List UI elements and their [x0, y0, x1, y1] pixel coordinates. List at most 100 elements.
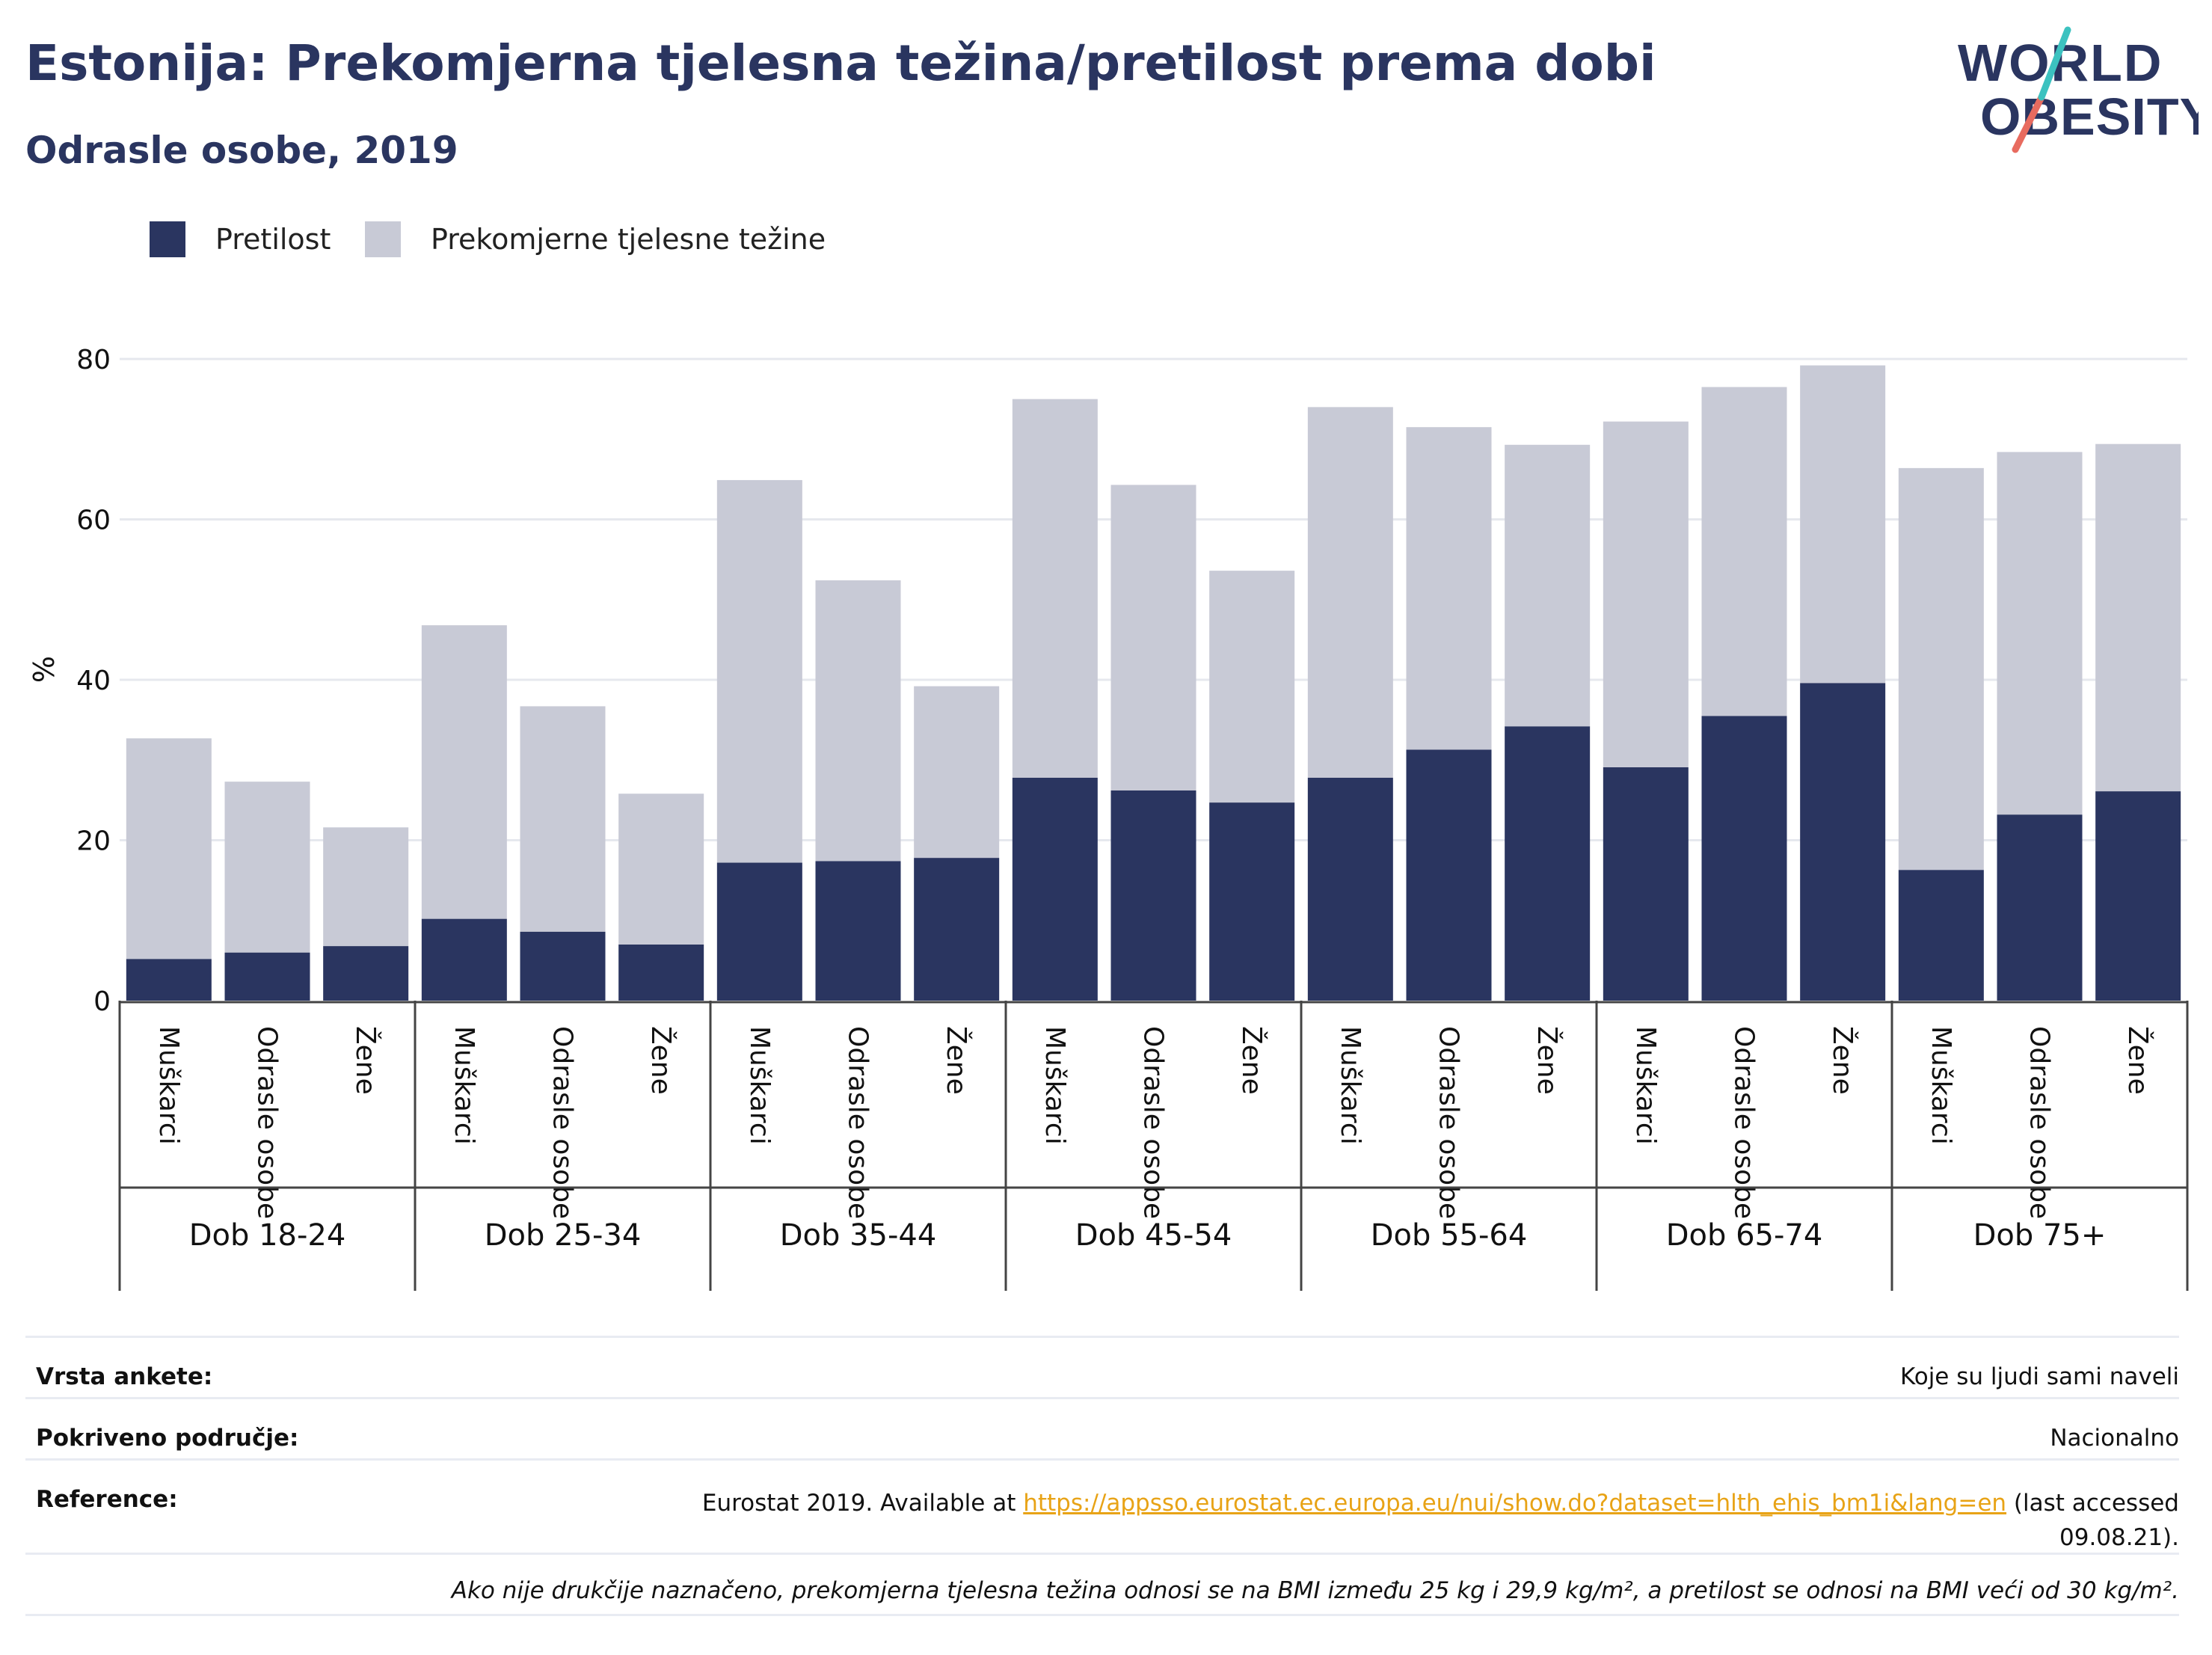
reference-value: Eurostat 2019. Available at https://apps…: [683, 1486, 2179, 1555]
info-row-reference: Reference: Eurostat 2019. Available at h…: [25, 1458, 2179, 1551]
bar-overweight: [914, 686, 1000, 859]
page-title: Estonija: Prekomjerna tjelesna težina/pr…: [25, 34, 1656, 92]
x-subcategory-label: Odrasle osobe: [1138, 1026, 1169, 1219]
bar-obesity: [1110, 790, 1196, 1001]
legend-swatch-overweight: [365, 221, 401, 257]
world-obesity-logo: WORLD OBESITY: [1958, 26, 2199, 153]
y-tick-label: 20: [76, 826, 111, 857]
bar-overweight: [1505, 444, 1591, 727]
stacked-bar-chart: 0 20 40 60 80% Muškarci Odrasle osobe Žene Muška…: [28, 345, 2189, 1291]
bar-overweight: [1603, 421, 1689, 767]
x-group-label: Dob 75+: [1973, 1218, 2107, 1253]
info-row-coverage: Pokriveno područje: Nacionalno: [25, 1397, 2179, 1452]
bar-overweight: [1898, 467, 1984, 871]
x-subcategory-label: Odrasle osobe: [252, 1026, 283, 1219]
legend-label-obesity: Pretilost: [215, 223, 331, 256]
y-tick-label: 40: [76, 666, 111, 696]
bar-overweight: [126, 738, 212, 959]
bar-overweight: [1307, 407, 1393, 778]
x-subcategory-label: Muškarci: [744, 1026, 775, 1145]
bar-obesity: [323, 946, 409, 1001]
reference-label: Reference:: [36, 1486, 178, 1513]
bar-obesity: [1406, 749, 1492, 1001]
y-tick-label: 0: [93, 986, 111, 1017]
bar-obesity: [815, 861, 901, 1001]
y-tick-label: 60: [76, 506, 111, 536]
x-subcategory-label: Muškarci: [1630, 1026, 1661, 1145]
x-group-label: Dob 35-44: [780, 1218, 937, 1253]
bar-overweight: [224, 782, 310, 953]
bar-overweight: [323, 827, 409, 947]
x-subcategory-label: Odrasle osobe: [2024, 1026, 2055, 1219]
x-group-label: Dob 55-64: [1371, 1218, 1528, 1253]
bar-obesity: [1209, 802, 1295, 1001]
bar-obesity: [1012, 777, 1098, 1001]
x-subcategory-label: Žene: [1827, 1026, 1858, 1095]
bar-obesity: [1800, 683, 1886, 1001]
x-subcategory-label: Žene: [645, 1026, 677, 1095]
bar-overweight: [1012, 399, 1098, 778]
bar-obesity: [126, 959, 212, 1001]
bar-obesity: [1701, 716, 1787, 1001]
x-subcategory-label: Žene: [1236, 1026, 1268, 1095]
x-subcategory-label: Muškarci: [1039, 1026, 1070, 1145]
x-subcategory-label: Žene: [2122, 1026, 2154, 1095]
bar-overweight: [1209, 571, 1295, 803]
y-axis-label: %: [28, 656, 61, 683]
x-subcategory-label: Odrasle osobe: [1729, 1026, 1760, 1219]
bar-overweight: [1701, 387, 1787, 716]
logo-line2: OBESITY: [1980, 87, 2199, 146]
x-group-label: Dob 65-74: [1666, 1218, 1823, 1253]
bar-obesity: [1307, 777, 1393, 1001]
bar-overweight: [618, 793, 704, 945]
bar-overweight: [1406, 427, 1492, 750]
bar-overweight: [815, 580, 901, 862]
bar-overweight: [520, 706, 606, 932]
bar-obesity: [224, 952, 310, 1001]
y-tick-label: 80: [76, 345, 111, 375]
x-subcategory-label: Muškarci: [1926, 1026, 1956, 1145]
x-subcategory-label: Žene: [350, 1026, 381, 1095]
x-subcategory-label: Muškarci: [1335, 1026, 1365, 1145]
x-subcategory-label: Žene: [1531, 1026, 1563, 1095]
x-subcategory-label: Odrasle osobe: [1434, 1026, 1464, 1219]
bar-obesity: [520, 931, 606, 1001]
bar-obesity: [716, 862, 802, 1001]
legend-label-overweight: Prekomjerne tjelesne težine: [431, 223, 826, 256]
info-row-note: Ako nije drukčije naznačeno, prekomjerna…: [25, 1553, 2179, 1604]
bar-overweight: [421, 625, 507, 919]
bar-overweight: [716, 479, 802, 863]
page-subtitle: Odrasle osobe, 2019: [25, 129, 458, 172]
x-group-label: Dob 45-54: [1075, 1218, 1232, 1253]
definition-note: Ako nije drukčije naznačeno, prekomjerna…: [451, 1577, 2179, 1604]
bar-obesity: [1505, 726, 1591, 1001]
legend-swatch-obesity: [150, 221, 185, 257]
x-subcategory-label: Odrasle osobe: [843, 1026, 873, 1219]
coverage-value: Nacionalno: [2050, 1425, 2179, 1452]
reference-link[interactable]: https://appsso.eurostat.ec.europa.eu/nui…: [1023, 1490, 2007, 1517]
coverage-label: Pokriveno područje:: [36, 1425, 299, 1452]
bar-obesity: [914, 858, 1000, 1001]
bar-obesity: [2095, 791, 2181, 1001]
bar-overweight: [1800, 365, 1886, 684]
reference-suffix: (last accessed 09.08.21).: [2006, 1490, 2179, 1551]
reference-prefix: Eurostat 2019. Available at: [701, 1490, 1024, 1517]
info-row-survey-type: Vrsta ankete: Koje su ljudi sami naveli: [25, 1336, 2179, 1390]
info-table: Vrsta ankete: Koje su ljudi sami naveli …: [25, 1336, 2179, 1620]
x-subcategory-label: Žene: [941, 1026, 972, 1095]
info-bottom-rule: [25, 1614, 2179, 1616]
survey-type-label: Vrsta ankete:: [36, 1363, 213, 1390]
bar-overweight: [1997, 452, 2083, 815]
x-subcategory-label: Muškarci: [449, 1026, 479, 1145]
bar-overweight: [1110, 485, 1196, 791]
bar-obesity: [1997, 814, 2083, 1001]
bar-obesity: [421, 918, 507, 1001]
bar-obesity: [1603, 767, 1689, 1001]
bar-overweight: [2095, 443, 2181, 792]
x-subcategory-label: Muškarci: [153, 1026, 184, 1145]
bar-obesity: [1898, 870, 1984, 1001]
bar-obesity: [618, 944, 704, 1001]
x-group-label: Dob 18-24: [189, 1218, 346, 1253]
x-group-label: Dob 25-34: [485, 1218, 642, 1253]
x-subcategory-label: Odrasle osobe: [547, 1026, 578, 1219]
